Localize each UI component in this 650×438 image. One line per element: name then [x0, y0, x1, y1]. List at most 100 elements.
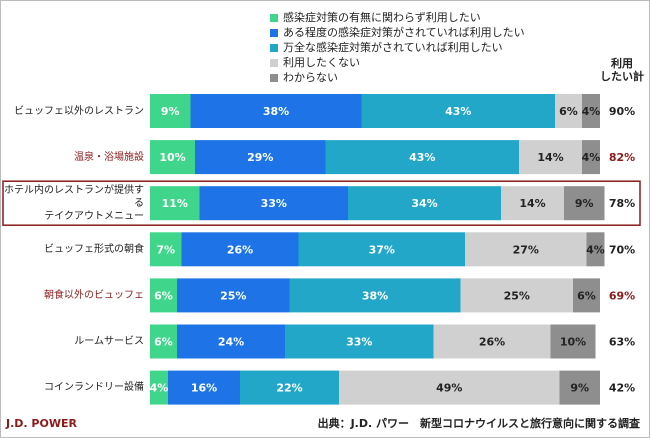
data-label: 4% — [582, 105, 601, 118]
data-label: 25% — [220, 289, 246, 302]
bar-segment — [285, 324, 434, 359]
bar-segment — [433, 324, 551, 359]
bar-segment — [150, 232, 182, 267]
data-label: 14% — [537, 151, 563, 164]
data-label: 6% — [559, 105, 578, 118]
bar-segment — [150, 186, 200, 221]
bar-segment — [573, 278, 600, 313]
data-label: 16% — [191, 382, 217, 395]
data-label: 34% — [411, 197, 437, 210]
data-label: 9% — [575, 197, 594, 210]
legend-swatch — [270, 29, 278, 37]
legend-label: 利用したくない — [283, 56, 360, 69]
bar-segment — [582, 140, 600, 175]
bar-segment — [465, 232, 587, 267]
bar-segment — [361, 94, 555, 128]
data-label: 43% — [409, 151, 435, 164]
data-label: 38% — [362, 289, 388, 302]
data-label: 33% — [261, 197, 287, 210]
total-label: 42% — [609, 382, 635, 395]
bar-segment — [177, 278, 290, 313]
legend-label: 万全な感染症対策がされていれば利用したい — [283, 40, 503, 54]
total-label: 70% — [609, 243, 635, 256]
totals-header: 利用 — [611, 56, 633, 70]
logo: J.D. POWER — [5, 417, 77, 430]
data-label: 37% — [369, 243, 395, 256]
category-label: ルームサービス — [74, 336, 144, 347]
data-label: 25% — [504, 289, 530, 302]
bar-segment — [298, 232, 465, 267]
bar-segment — [519, 140, 582, 175]
bar-segment — [150, 278, 177, 313]
data-label: 9% — [161, 105, 180, 118]
data-label: 14% — [519, 197, 545, 210]
bar-segment — [195, 140, 326, 175]
category-label: 朝食以外のビュッフェ — [44, 289, 144, 301]
legend-swatch — [270, 14, 278, 22]
bar-segment — [564, 186, 605, 221]
data-label: 22% — [276, 382, 302, 395]
legend-label: わからない — [283, 71, 338, 84]
bar-segment — [240, 370, 339, 405]
legend-swatch — [270, 74, 278, 82]
source: 出典：J.D. パワー 新型コロナウイルスと旅行意向に関する調査 — [318, 416, 640, 430]
data-label: 4% — [582, 151, 601, 164]
data-label: 29% — [247, 151, 273, 164]
data-label: 6% — [154, 336, 173, 349]
total-label: 90% — [609, 105, 635, 118]
total-label: 69% — [609, 289, 635, 302]
bar-segment — [150, 370, 168, 405]
bar-segment — [339, 370, 560, 405]
legend-label: 感染症対策の有無に関わらず利用したい — [283, 10, 481, 24]
data-label: 43% — [445, 105, 471, 118]
highlight-box — [2, 180, 641, 226]
category-label: ホテル内のレストランが提供する テイクアウトメニュー — [4, 184, 144, 222]
data-label: 26% — [227, 243, 253, 256]
data-label: 26% — [479, 336, 505, 349]
category-label: ビュッフェ形式の朝食 — [44, 243, 144, 255]
bar-segment — [181, 232, 299, 267]
bar-segment — [168, 370, 240, 405]
bar-segment — [177, 324, 285, 359]
bar-segment — [550, 324, 596, 359]
bar-segment — [555, 94, 582, 128]
data-label: 38% — [263, 105, 289, 118]
bar-segment — [289, 278, 461, 313]
category-label: ビュッフェ以外のレストラン — [14, 105, 144, 117]
bar-segment — [586, 232, 605, 267]
data-label: 11% — [162, 197, 188, 210]
data-label: 9% — [570, 382, 589, 395]
data-label: 7% — [156, 243, 175, 256]
bar-segment — [501, 186, 564, 221]
data-label: 10% — [560, 336, 586, 349]
bar-segment — [190, 94, 362, 128]
legend-swatch — [270, 44, 278, 52]
data-label: 10% — [159, 151, 185, 164]
total-label: 63% — [609, 336, 635, 349]
category-label: 温泉・浴場施設 — [74, 151, 144, 163]
data-label: 6% — [154, 289, 173, 302]
bar-segment — [325, 140, 519, 175]
data-label: 24% — [218, 336, 244, 349]
bar-segment — [150, 94, 191, 128]
legend-label: ある程度の感染症対策がされていれば利用したい — [283, 25, 525, 39]
bar-segment — [460, 278, 573, 313]
bar-segment — [348, 186, 501, 221]
legend-swatch — [270, 59, 278, 67]
total-label: 82% — [609, 151, 635, 164]
totals-header: したい計 — [600, 69, 644, 83]
bar-segment — [559, 370, 600, 405]
data-label: 6% — [577, 289, 596, 302]
data-label: 4% — [586, 243, 605, 256]
bar-segment — [150, 324, 177, 359]
total-label: 78% — [609, 197, 635, 210]
data-label: 27% — [513, 243, 539, 256]
bar-segment — [582, 94, 600, 128]
bar-segment — [199, 186, 348, 221]
category-label: コインランドリー設備 — [44, 382, 144, 394]
data-label: 4% — [150, 382, 169, 395]
data-label: 33% — [346, 336, 372, 349]
data-label: 49% — [436, 382, 462, 395]
